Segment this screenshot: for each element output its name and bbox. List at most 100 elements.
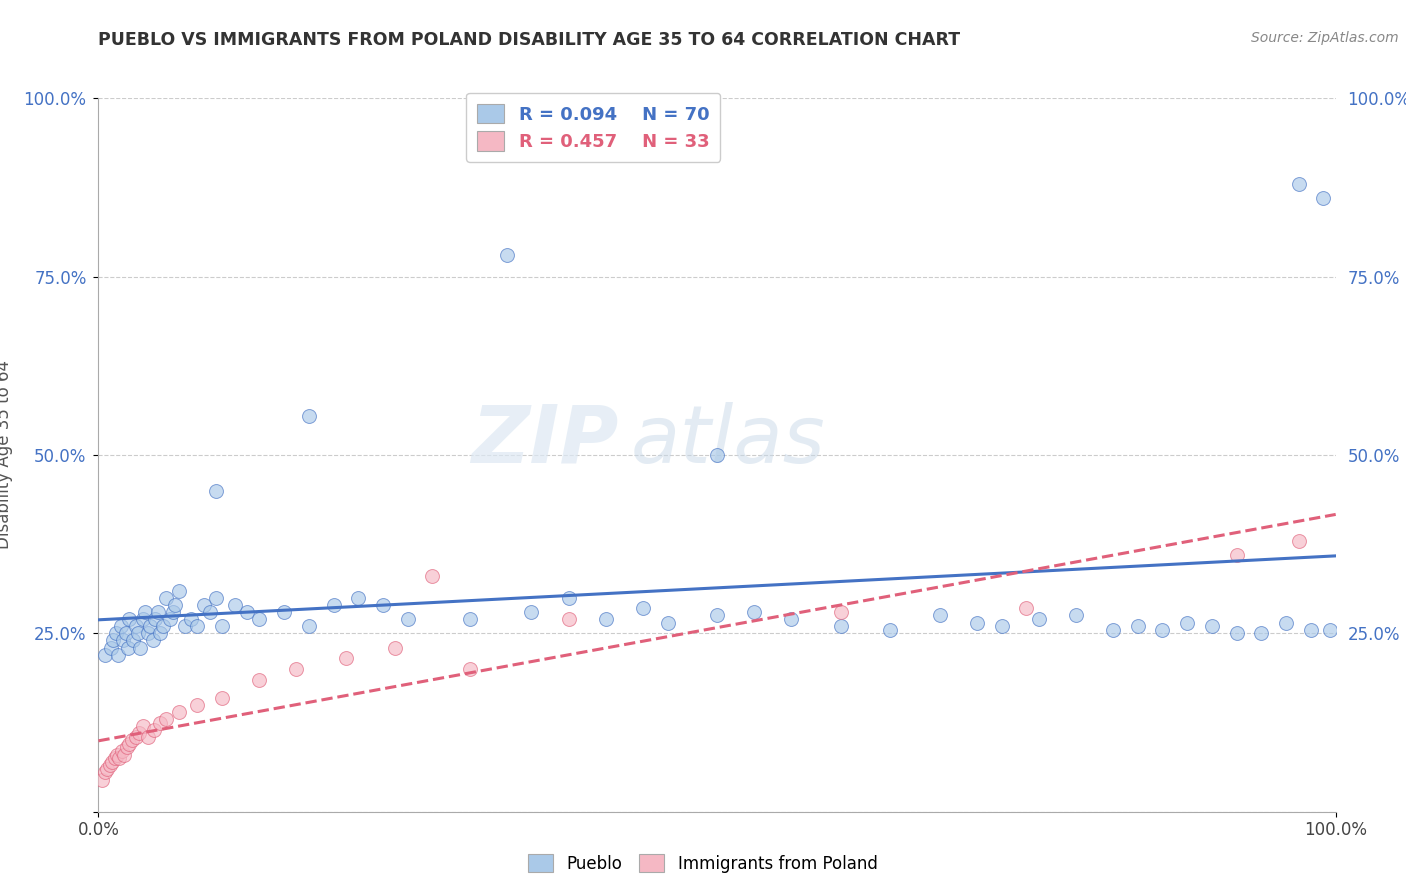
Point — [180, 612, 202, 626]
Point — [830, 605, 852, 619]
Point — [1028, 612, 1050, 626]
Legend: R = 0.094    N = 70, R = 0.457    N = 33: R = 0.094 N = 70, R = 0.457 N = 33 — [467, 93, 720, 161]
Point — [557, 612, 579, 626]
Point — [211, 619, 233, 633]
Point — [117, 640, 139, 655]
Point — [139, 619, 162, 633]
Point — [657, 615, 679, 630]
Point — [105, 747, 128, 762]
Point — [143, 723, 166, 737]
Point — [103, 751, 125, 765]
Point — [118, 737, 141, 751]
Point — [155, 712, 177, 726]
Point — [114, 626, 136, 640]
Point — [1102, 623, 1125, 637]
Point — [101, 755, 124, 769]
Point — [100, 640, 122, 655]
Point — [112, 633, 135, 648]
Point — [98, 758, 121, 772]
Point — [132, 612, 155, 626]
Point — [347, 591, 370, 605]
Point — [706, 448, 728, 462]
Point — [422, 569, 444, 583]
Point — [136, 626, 159, 640]
Point — [159, 612, 181, 626]
Point — [1226, 548, 1249, 562]
Point — [371, 598, 394, 612]
Text: atlas: atlas — [630, 401, 825, 480]
Point — [706, 608, 728, 623]
Point — [1152, 623, 1174, 637]
Point — [830, 619, 852, 633]
Point — [134, 605, 156, 619]
Point — [186, 619, 208, 633]
Point — [247, 673, 270, 687]
Text: ZIP: ZIP — [471, 401, 619, 480]
Point — [335, 651, 357, 665]
Point — [198, 605, 221, 619]
Point — [93, 648, 115, 662]
Point — [595, 612, 617, 626]
Point — [247, 612, 270, 626]
Text: Source: ZipAtlas.com: Source: ZipAtlas.com — [1251, 31, 1399, 45]
Point — [165, 598, 187, 612]
Point — [458, 662, 481, 676]
Y-axis label: Disability Age 35 to 64: Disability Age 35 to 64 — [0, 360, 13, 549]
Point — [557, 591, 579, 605]
Point — [124, 619, 146, 633]
Point — [298, 409, 321, 423]
Point — [111, 744, 134, 758]
Point — [124, 730, 146, 744]
Point — [107, 648, 129, 662]
Point — [879, 623, 901, 637]
Point — [1275, 615, 1298, 630]
Point — [108, 751, 131, 765]
Point — [91, 772, 114, 787]
Point — [495, 248, 517, 262]
Point — [1175, 615, 1198, 630]
Point — [966, 615, 988, 630]
Point — [1319, 623, 1341, 637]
Point — [129, 640, 152, 655]
Point — [103, 633, 125, 648]
Point — [1226, 626, 1249, 640]
Point — [167, 705, 190, 719]
Point — [136, 730, 159, 744]
Point — [520, 605, 543, 619]
Point — [742, 605, 765, 619]
Point — [112, 747, 135, 762]
Point — [224, 598, 246, 612]
Point — [132, 719, 155, 733]
Point — [193, 598, 215, 612]
Point — [458, 612, 481, 626]
Point — [1299, 623, 1322, 637]
Legend: Pueblo, Immigrants from Poland: Pueblo, Immigrants from Poland — [522, 847, 884, 880]
Point — [149, 715, 172, 730]
Point — [205, 483, 228, 498]
Point — [174, 619, 197, 633]
Point — [396, 612, 419, 626]
Point — [93, 765, 115, 780]
Point — [142, 633, 165, 648]
Point — [186, 698, 208, 712]
Point — [384, 640, 406, 655]
Point — [273, 605, 295, 619]
Point — [121, 733, 143, 747]
Point — [115, 740, 138, 755]
Point — [152, 619, 174, 633]
Point — [104, 626, 127, 640]
Text: PUEBLO VS IMMIGRANTS FROM POLAND DISABILITY AGE 35 TO 64 CORRELATION CHART: PUEBLO VS IMMIGRANTS FROM POLAND DISABIL… — [98, 31, 960, 49]
Point — [146, 605, 169, 619]
Point — [143, 612, 166, 626]
Point — [1288, 533, 1310, 548]
Point — [110, 619, 132, 633]
Point — [236, 605, 259, 619]
Point — [118, 612, 141, 626]
Point — [990, 619, 1012, 633]
Point — [1312, 191, 1334, 205]
Point — [1064, 608, 1087, 623]
Point — [1250, 626, 1272, 640]
Point — [211, 690, 233, 705]
Point — [162, 605, 184, 619]
Point — [128, 726, 150, 740]
